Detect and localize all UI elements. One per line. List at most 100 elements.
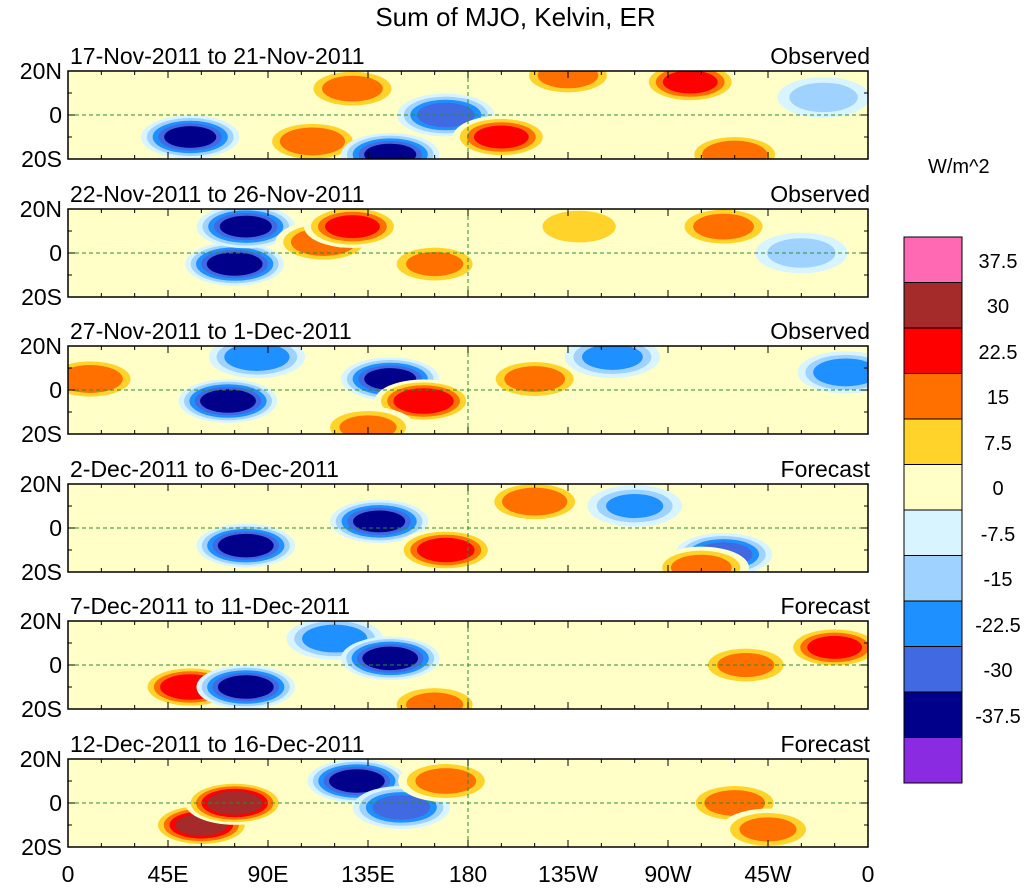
lat-label: 0: [49, 240, 62, 266]
anomaly-mark: [224, 346, 290, 371]
anomaly-mark: [606, 493, 664, 519]
lat-label: 0: [49, 515, 62, 541]
lat-label: 20S: [21, 284, 62, 310]
lon-label: 180: [448, 861, 488, 887]
anomaly-mark: [406, 251, 464, 277]
colorbar-tick-label: 22.5: [978, 341, 1018, 364]
anomaly-mark: [164, 126, 217, 148]
anomaly-mark: [322, 75, 383, 102]
anomaly-mark: [217, 675, 274, 699]
colorbar-swatch: [903, 509, 963, 556]
colorbar-swatch: [903, 282, 963, 329]
lat-label: 20N: [19, 333, 62, 359]
lat-label: 20S: [21, 559, 62, 585]
colorbar-swatch: [903, 373, 963, 420]
anomaly-mark: [406, 692, 464, 709]
lat-label: 20S: [21, 834, 62, 860]
anomaly-mark: [353, 510, 406, 533]
anomaly-mark: [504, 366, 566, 392]
anomaly-mark: [206, 791, 263, 815]
lon-label: 0: [61, 861, 75, 887]
lat-label: 20S: [21, 146, 62, 172]
panel-date-range: 17-Nov-2011 to 21-Nov-2011: [70, 43, 365, 69]
panel-type-label: Forecast: [780, 731, 870, 757]
anomaly-mark: [328, 769, 385, 793]
lat-label: 20N: [19, 608, 62, 634]
colorbar-units: W/m^2: [928, 156, 990, 178]
panel-type-label: Forecast: [780, 593, 870, 619]
colorbar-tick-label: -22.5: [975, 614, 1021, 637]
anomaly-mark: [364, 143, 417, 159]
colorbar-tick-label: 0: [992, 478, 1004, 500]
anomaly-mark: [416, 537, 475, 563]
anomaly-mark: [393, 388, 454, 414]
colorbar-tick-label: -30: [983, 660, 1013, 682]
panel-date-range: 7-Dec-2011 to 11-Dec-2011: [70, 593, 350, 619]
lon-label: 45E: [147, 861, 189, 887]
anomaly-mark: [693, 213, 754, 240]
anomaly-mark: [807, 635, 863, 659]
anomaly-mark: [813, 358, 868, 387]
anomaly-mark: [339, 415, 397, 434]
lat-label: 20S: [21, 696, 62, 722]
lat-label: 0: [49, 102, 62, 128]
colorbar-swatch: [903, 646, 963, 693]
lon-label: 135W: [537, 861, 599, 887]
lon-label: 0: [861, 861, 875, 887]
anomaly-mark: [537, 71, 599, 89]
anomaly-mark: [662, 71, 718, 94]
anomaly-mark: [217, 533, 274, 558]
anomaly-mark: [767, 238, 836, 268]
anomaly-mark: [789, 82, 858, 113]
colorbar-swatch: [903, 691, 963, 738]
lat-label: 20N: [19, 196, 62, 222]
colorbar-swatch: [903, 737, 963, 784]
lat-label: 0: [49, 652, 62, 678]
anomaly-mark: [670, 554, 732, 572]
colorbar-swatch: [903, 327, 963, 374]
colorbar-tick-label: 37.5: [978, 250, 1018, 273]
panel-date-range: 27-Nov-2011 to 1-Dec-2011: [70, 318, 352, 344]
lon-label: 90W: [644, 861, 692, 887]
figure-title: Sum of MJO, Kelvin, ER: [375, 2, 656, 32]
colorbar-tick-label: -7.5: [980, 523, 1016, 546]
lat-label: 20N: [19, 58, 62, 84]
anomaly-mark: [502, 487, 568, 516]
colorbar-tick-label: -15: [983, 569, 1013, 591]
colorbar-swatch: [903, 555, 963, 602]
colorbar-tick-label: 7.5: [984, 432, 1012, 455]
anomaly-mark: [219, 215, 272, 238]
colorbar-swatch: [903, 418, 963, 465]
panel-2-field: [68, 209, 868, 297]
anomaly-mark: [415, 768, 477, 794]
anomaly-mark: [717, 652, 775, 678]
colorbar-swatch: [903, 600, 963, 647]
lat-label: 0: [49, 790, 62, 816]
lat-label: 0: [49, 377, 62, 403]
lat-label: 20N: [19, 471, 62, 497]
panel-type-label: Forecast: [780, 456, 870, 482]
lat-label: 20S: [21, 421, 62, 447]
panel-type-label: Observed: [770, 318, 870, 344]
anomaly-mark: [416, 102, 475, 128]
anomaly-mark: [582, 346, 643, 370]
anomaly-mark: [200, 389, 256, 413]
anomaly-mark: [473, 125, 529, 149]
panel-date-range: 22-Nov-2011 to 26-Nov-2011: [70, 181, 365, 207]
lon-label: 90E: [247, 861, 289, 887]
anomaly-mark: [279, 127, 346, 156]
lat-label: 20N: [19, 746, 62, 772]
colorbar-tick-label: -37.5: [975, 705, 1021, 728]
colorbar-tick-label: 30: [986, 296, 1010, 318]
lon-label: 45W: [744, 861, 792, 887]
anomaly-mark: [702, 140, 768, 159]
colorbar-swatch: [903, 464, 963, 511]
anomaly-mark: [372, 795, 431, 820]
anomaly-mark: [325, 215, 380, 239]
colorbar-swatch: [903, 236, 963, 283]
lon-label: 135E: [341, 861, 395, 887]
anomaly-mark: [206, 252, 263, 276]
anomaly-mark: [739, 817, 797, 842]
anomaly-mark: [362, 646, 419, 671]
